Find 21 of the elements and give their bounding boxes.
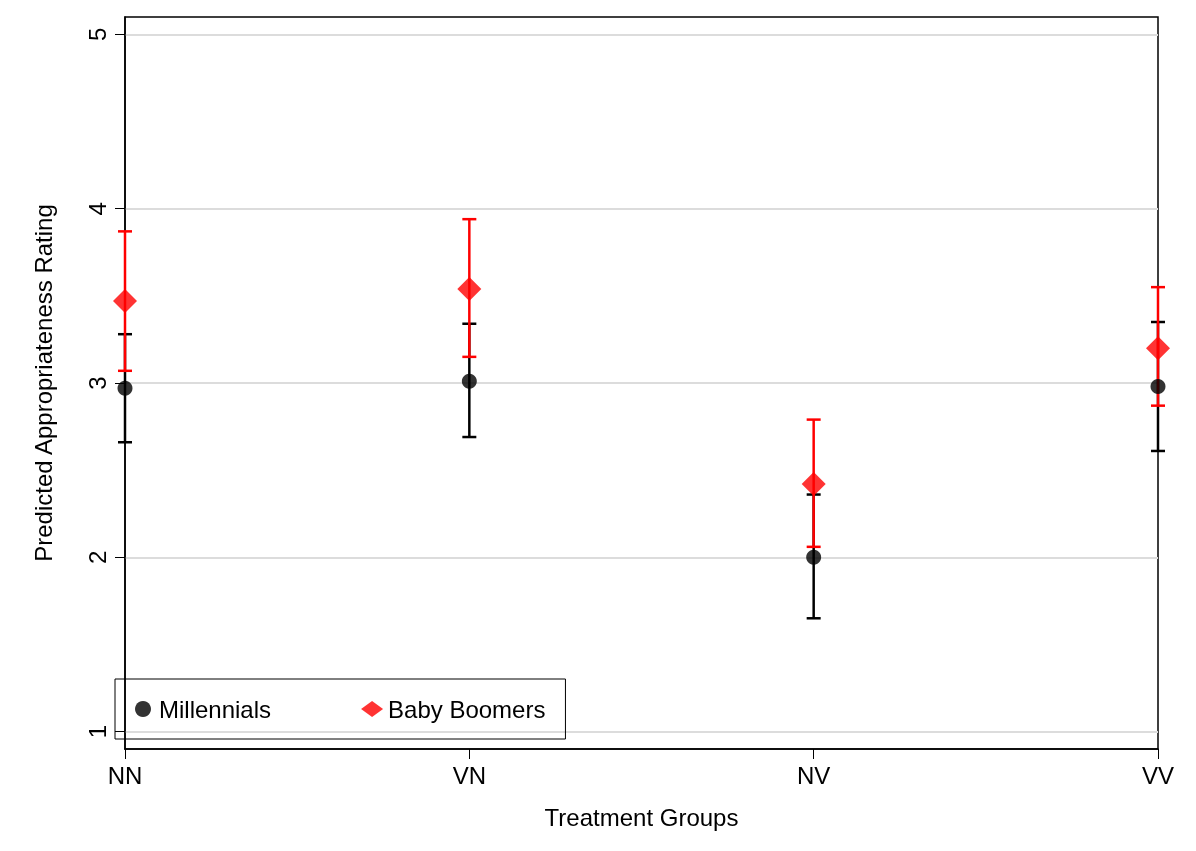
point [461, 373, 477, 389]
point [1150, 378, 1166, 394]
x-axis-title: Treatment Groups [544, 803, 739, 831]
point [117, 380, 133, 396]
y-axis-title: Predicted Appropriateness Rating [29, 204, 57, 562]
y-tick-label: 5 [83, 27, 111, 42]
y-tick-label: 1 [83, 724, 111, 739]
x-tick-label: VV [1141, 761, 1175, 789]
point [806, 549, 822, 565]
y-tick-label: 2 [83, 550, 111, 564]
point [1146, 336, 1170, 361]
x-tick-label: NN [107, 761, 143, 789]
point [457, 276, 482, 301]
y-tick-label: 4 [83, 202, 111, 216]
legend-label: Baby Boomers [388, 695, 546, 723]
legend-label: Millennials [159, 695, 272, 723]
x-tick-label: VN [452, 761, 487, 789]
point [113, 289, 137, 314]
x-tick-label: NV [796, 761, 831, 789]
point [801, 472, 826, 497]
y-tick-label: 3 [83, 376, 111, 390]
